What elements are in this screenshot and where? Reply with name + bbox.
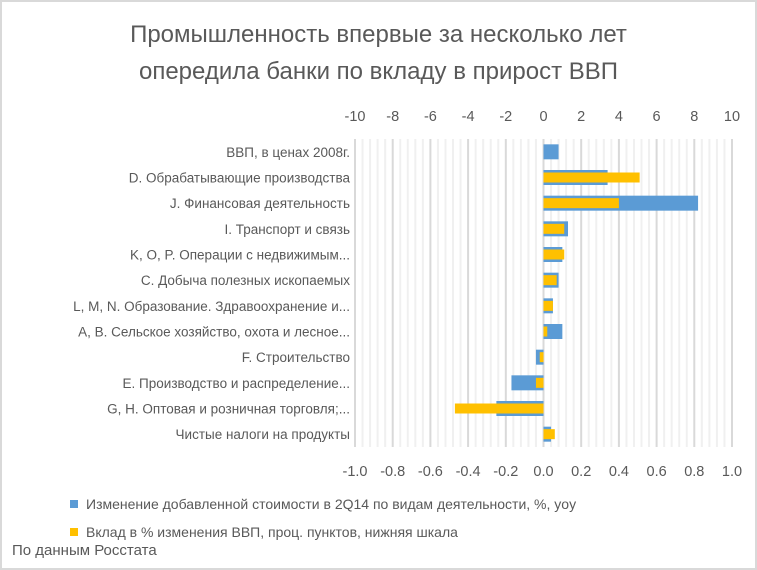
top-axis-tick-label: 8 xyxy=(690,109,698,125)
bottom-axis-tick-label: 0.4 xyxy=(609,464,629,480)
category-label: G, H. Оптовая и розничная торговля;... xyxy=(107,402,350,417)
legend-item-value-added: Изменение добавленной стоимости в 2Q14 п… xyxy=(70,490,576,518)
bottom-axis-tick-label: 1.0 xyxy=(722,464,742,480)
bar-gdp-contribution xyxy=(543,429,555,440)
bottom-axis-tick-label: 0.0 xyxy=(533,464,553,480)
legend-item-gdp-contribution: Вклад в % изменения ВВП, проц. пунктов, … xyxy=(70,518,576,546)
bottom-axis-tick-label: 0.2 xyxy=(571,464,591,480)
bar-gdp-contribution xyxy=(543,249,565,260)
category-label: D. Обрабатывающие производства xyxy=(129,171,351,186)
source-note: По данным Росстата xyxy=(12,542,157,559)
legend-swatch-yellow xyxy=(70,528,78,536)
bottom-axis-tick-label: 0.6 xyxy=(647,464,667,480)
bar-gdp-contribution xyxy=(543,326,548,337)
category-label: ВВП, в ценах 2008г. xyxy=(226,145,350,160)
category-label: Чистые налоги на продукты xyxy=(176,427,350,442)
bar-gdp-contribution xyxy=(454,403,544,414)
top-axis-tick-label: -4 xyxy=(462,109,475,125)
bottom-axis-tick-label: -0.2 xyxy=(493,464,518,480)
bar-gdp-contribution xyxy=(535,377,544,388)
bar-gdp-contribution xyxy=(543,223,565,234)
bottom-axis-tick-label: -0.8 xyxy=(380,464,405,480)
top-axis-tick-label: 6 xyxy=(653,109,661,125)
top-axis-tick-label: 4 xyxy=(615,109,623,125)
category-label: C. Добыча полезных ископаемых xyxy=(141,273,350,288)
gridlines xyxy=(354,139,733,447)
bar-gdp-contribution xyxy=(539,352,544,363)
chart-title: Промышленность впервые за несколько лет … xyxy=(0,16,757,90)
top-axis-tick-label: 2 xyxy=(577,109,585,125)
bar-gdp-contribution xyxy=(543,172,640,183)
bars xyxy=(454,144,699,442)
top-axis-tick-labels: -10 -8 -6 -4 -2 0 2 4 6 8 10 xyxy=(345,109,741,125)
chart-title-line-1: Промышленность впервые за несколько лет xyxy=(130,21,627,48)
legend: Изменение добавленной стоимости в 2Q14 п… xyxy=(70,490,576,546)
bar-value-added xyxy=(511,375,544,391)
top-axis-tick-label: -8 xyxy=(386,109,399,125)
category-label: E. Производство и распределение... xyxy=(123,376,350,391)
bar-value-added xyxy=(543,144,559,160)
category-label: J. Финансовая деятельность xyxy=(170,196,350,211)
top-axis-tick-label: -2 xyxy=(499,109,512,125)
chart-title-line-2: опередила банки по вкладу в прирост ВВП xyxy=(138,58,618,85)
category-label: F. Строительство xyxy=(242,350,350,365)
top-axis-tick-label: -10 xyxy=(345,109,366,125)
category-label: L, M, N. Образование. Здравоохранение и.… xyxy=(73,299,350,314)
top-axis-tick-label: 10 xyxy=(724,109,740,125)
top-axis-tick-label: -6 xyxy=(424,109,437,125)
legend-label: Вклад в % изменения ВВП, проц. пунктов, … xyxy=(86,524,458,540)
top-axis-tick-label: 0 xyxy=(539,109,547,125)
bar-gdp-contribution xyxy=(543,275,557,286)
bottom-axis-tick-label: -0.4 xyxy=(456,464,481,480)
category-label: A, B. Сельское хозяйство, охота и лесное… xyxy=(78,325,350,340)
legend-swatch-blue xyxy=(70,500,78,508)
category-labels: ВВП, в ценах 2008г. D. Обрабатывающие про… xyxy=(73,145,350,442)
bar-value-added xyxy=(543,324,563,339)
legend-label: Изменение добавленной стоимости в 2Q14 п… xyxy=(86,496,577,512)
bottom-axis-tick-labels: -1.0 -0.8 -0.6 -0.4 -0.2 0.0 0.2 0.4 0.6 0.8 1.0 xyxy=(343,464,743,480)
bar-gdp-contribution xyxy=(543,300,553,311)
bottom-axis-tick-label: -1.0 xyxy=(343,464,368,480)
category-label: I. Транспорт и связь xyxy=(224,222,350,237)
bottom-axis-tick-label: -0.6 xyxy=(418,464,443,480)
category-label: K, O, P. Операции с недвижимым... xyxy=(130,248,350,263)
bar-gdp-contribution xyxy=(543,198,619,209)
bottom-axis-tick-label: 0.8 xyxy=(684,464,704,480)
